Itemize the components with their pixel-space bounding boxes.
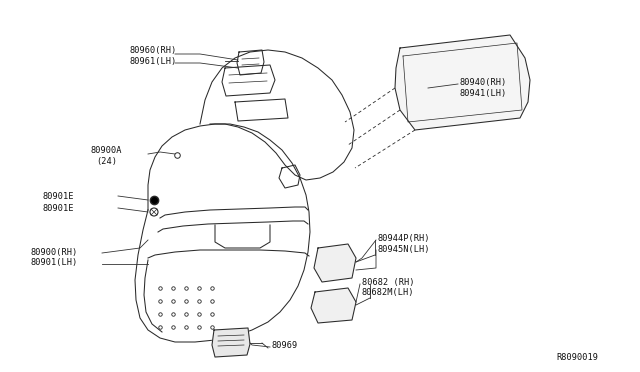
Text: R8090019: R8090019 bbox=[556, 353, 598, 362]
Text: 80961(LH): 80961(LH) bbox=[130, 57, 177, 65]
Polygon shape bbox=[395, 35, 530, 130]
Text: 80900A: 80900A bbox=[90, 145, 122, 154]
Text: 80901E: 80901E bbox=[42, 203, 74, 212]
Text: 80969: 80969 bbox=[272, 341, 298, 350]
Text: 80945N(LH): 80945N(LH) bbox=[378, 244, 431, 253]
Polygon shape bbox=[311, 288, 356, 323]
Polygon shape bbox=[314, 244, 356, 282]
Text: (24): (24) bbox=[96, 157, 117, 166]
Text: 80940(RH): 80940(RH) bbox=[460, 77, 508, 87]
Text: 80901(LH): 80901(LH) bbox=[30, 259, 77, 267]
Text: 80960(RH): 80960(RH) bbox=[130, 45, 177, 55]
Text: 80682M(LH): 80682M(LH) bbox=[362, 289, 415, 298]
Text: 80941(LH): 80941(LH) bbox=[460, 89, 508, 97]
Polygon shape bbox=[212, 328, 250, 357]
Text: 80944P(RH): 80944P(RH) bbox=[378, 234, 431, 243]
Text: 80901E: 80901E bbox=[42, 192, 74, 201]
Text: 80682 (RH): 80682 (RH) bbox=[362, 278, 415, 286]
Text: 80900(RH): 80900(RH) bbox=[30, 247, 77, 257]
